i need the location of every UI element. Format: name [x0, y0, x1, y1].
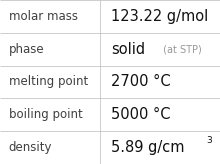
- Text: melting point: melting point: [9, 75, 88, 89]
- Text: phase: phase: [9, 43, 44, 56]
- Text: 3: 3: [206, 136, 212, 145]
- Text: density: density: [9, 141, 52, 154]
- Text: solid: solid: [111, 42, 145, 57]
- Text: 5000 °C: 5000 °C: [111, 107, 170, 122]
- Text: 123.22 g/mol: 123.22 g/mol: [111, 9, 208, 24]
- Text: 2700 °C: 2700 °C: [111, 74, 171, 90]
- Text: 5.89 g/cm: 5.89 g/cm: [111, 140, 185, 155]
- Text: (at STP): (at STP): [160, 44, 201, 54]
- Text: molar mass: molar mass: [9, 10, 78, 23]
- Text: boiling point: boiling point: [9, 108, 82, 121]
